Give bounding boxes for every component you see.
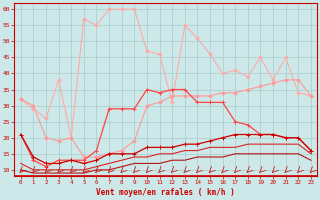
X-axis label: Vent moyen/en rafales ( km/h ): Vent moyen/en rafales ( km/h ) (96, 188, 235, 197)
